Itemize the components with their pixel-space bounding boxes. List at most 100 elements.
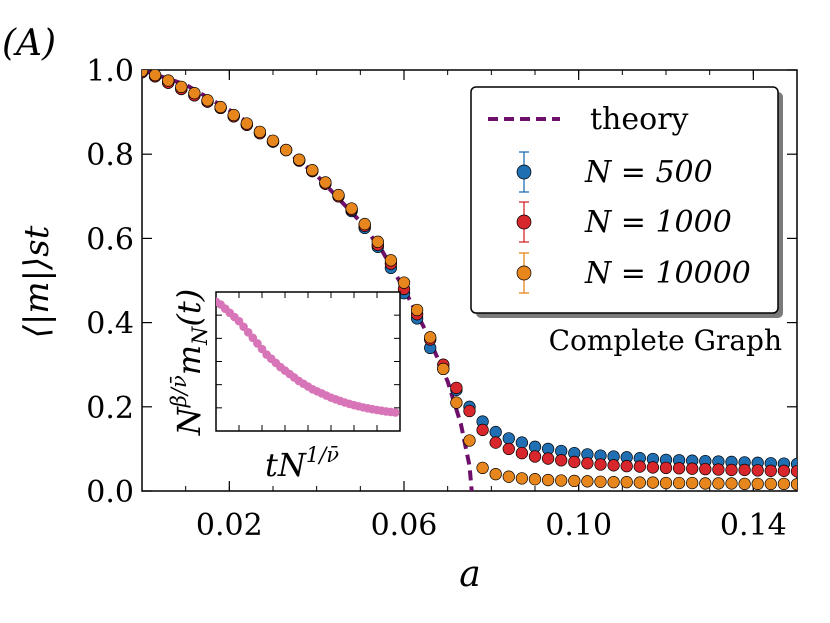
point-n10000 [699, 477, 712, 490]
point-n1000 [515, 446, 529, 460]
point-n10000 [659, 476, 673, 490]
x-axis-label: a [459, 554, 480, 595]
inset-ticks [216, 292, 400, 431]
point-n10000 [384, 254, 398, 267]
legend-n10000-label: N = 10000 [584, 256, 751, 291]
point-n500 [489, 425, 502, 439]
y-axis-label: ⟨|m|⟩st [17, 225, 57, 338]
point-n10000 [188, 87, 201, 100]
point-n1000 [686, 462, 699, 475]
point-n10000 [528, 473, 542, 486]
point-n1000 [450, 381, 463, 395]
inset-y-label-m: m [170, 345, 208, 375]
point-n10000 [306, 164, 319, 177]
point-n10000 [594, 475, 607, 488]
point-n10000 [371, 235, 384, 248]
point-n10000 [227, 108, 240, 122]
point-n10000 [541, 473, 555, 487]
point-n10000 [450, 396, 463, 409]
point-n10000 [142, 70, 149, 77]
main-tick-labels: 0.02 0.06 0.10 0.14 0.0 0.2 0.4 0.6 0.8 1.0 [86, 54, 786, 543]
point-n10000 [410, 303, 424, 317]
point-n10000 [358, 217, 371, 231]
legend-markers [516, 151, 532, 294]
point-n10000 [790, 478, 797, 491]
legend-n500-marker [516, 164, 532, 180]
point-n10000 [162, 74, 175, 87]
point-n500 [515, 436, 529, 449]
y-tick-label: 0.8 [86, 138, 134, 173]
point-n10000 [738, 477, 751, 490]
legend-box [470, 86, 779, 314]
inset-y-axis-label-group: Nβ/ν̄mN(t) [167, 289, 212, 437]
point-n1000 [528, 450, 542, 463]
point-n10000 [293, 153, 306, 166]
point-n10000 [345, 202, 358, 215]
inset-x-label-exponent: 1/ν̄ [306, 443, 339, 467]
x-tick-label: 0.02 [196, 508, 263, 543]
inset-y-label-subscript: N [188, 326, 212, 346]
point-n10000 [620, 476, 633, 489]
y-tick-label: 0.0 [86, 475, 134, 510]
point-n500 [502, 432, 515, 445]
point-n10000 [489, 468, 502, 481]
point-n1000 [555, 454, 568, 467]
legend-n1000-label: N = 1000 [584, 205, 732, 240]
point-n10000 [646, 476, 660, 489]
point-n10000 [712, 477, 725, 490]
point-n1000 [777, 464, 791, 477]
point-n10000 [725, 477, 738, 490]
x-tick-label: 0.10 [545, 508, 612, 543]
point-n1000 [581, 457, 594, 470]
point-n1000 [607, 459, 620, 472]
y-axis-label-group: ⟨|m|⟩st [17, 225, 57, 338]
panel-label: (A) [2, 23, 56, 64]
legend-n500-label: N = 500 [584, 155, 713, 190]
point-n1000 [646, 461, 660, 474]
point-n1000 [568, 455, 581, 469]
point-n10000 [581, 475, 594, 488]
point-n1000 [541, 452, 555, 465]
point-n10000 [437, 362, 450, 376]
point-n10000 [751, 477, 764, 490]
legend-n1000-marker [516, 214, 532, 230]
inset-point [391, 408, 400, 417]
legend-n10000-marker [516, 265, 532, 281]
point-n10000 [686, 476, 699, 490]
point-n1000 [672, 462, 686, 475]
inset-x-axis-label: tN1/ν̄ [265, 443, 339, 484]
point-n10000 [672, 476, 686, 490]
point-n10000 [397, 276, 411, 289]
point-n10000 [201, 94, 214, 107]
point-n10000 [253, 125, 267, 139]
point-n10000 [266, 134, 280, 147]
point-n10000 [633, 476, 646, 489]
inset-x-label-base: tN [265, 446, 307, 484]
legend-theory-label: theory [590, 102, 689, 137]
legend: theory N = 500 N = 1000 N = 10000 [470, 86, 783, 318]
point-n10000 [463, 434, 476, 447]
inset-y-label-arg: (t) [170, 289, 208, 327]
inset-y-label-exponent: β/ν̄ [167, 375, 191, 408]
point-n1000 [699, 462, 712, 476]
y-tick-label: 0.4 [86, 307, 134, 342]
y-tick-label: 0.2 [86, 391, 134, 426]
point-n1000 [463, 404, 476, 418]
x-tick-label: 0.06 [371, 508, 438, 543]
point-n10000 [175, 80, 188, 93]
point-n1000 [476, 423, 489, 437]
annotation-complete-graph: Complete Graph [549, 324, 782, 357]
point-n10000 [279, 143, 293, 157]
inset-y-axis-label: Nβ/ν̄mN(t) [167, 289, 212, 437]
point-n1000 [738, 463, 751, 477]
inset-plot-area [216, 297, 400, 417]
main-data-points [142, 70, 797, 491]
point-n10000 [502, 470, 515, 483]
point-n10000 [515, 472, 529, 485]
point-n1000 [790, 465, 797, 478]
point-n1000 [489, 436, 502, 449]
point-n1000 [725, 463, 738, 477]
x-tick-label: 0.14 [720, 508, 787, 543]
main-plot-area [142, 70, 797, 491]
